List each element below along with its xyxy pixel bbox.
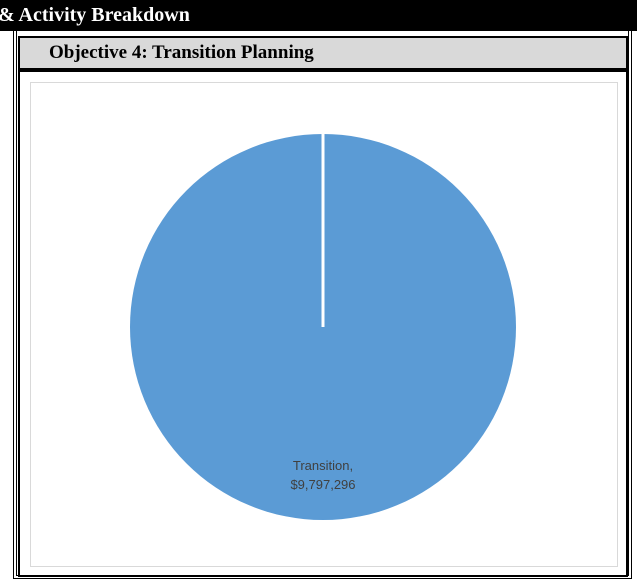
page-banner: & Activity Breakdown (0, 0, 637, 31)
pie-label-category: Transition, (293, 458, 353, 473)
chart-frame (18, 70, 628, 577)
section-title-text: Objective 4: Transition Planning (49, 42, 314, 63)
section-title: Objective 4: Transition Planning (18, 36, 628, 70)
outer-frame (13, 31, 632, 579)
pie-chart: Transition, $9,797,296 (130, 134, 516, 520)
banner-text: & Activity Breakdown (0, 4, 190, 26)
pie-label-value: $9,797,296 (290, 477, 355, 492)
pie-data-label: Transition, $9,797,296 (290, 458, 355, 492)
chart-area: Transition, $9,797,296 (30, 82, 618, 567)
